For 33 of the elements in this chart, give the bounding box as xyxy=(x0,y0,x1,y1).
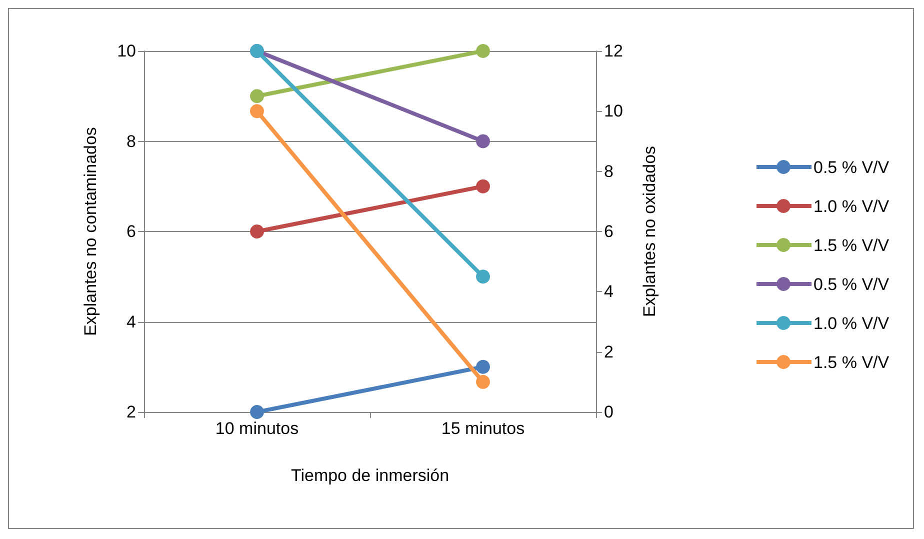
y2-tick-label: 12 xyxy=(604,42,623,60)
legend-label: 0.5 % V/V xyxy=(814,275,890,294)
point xyxy=(250,224,264,238)
y2-tick-label: 4 xyxy=(604,282,614,302)
point xyxy=(476,134,490,148)
y2-axis-title: Explantes no oxidados xyxy=(640,146,659,318)
point xyxy=(476,270,490,284)
point xyxy=(476,179,490,194)
y2-tick-label: 2 xyxy=(604,342,614,362)
y-tick-label: 2 xyxy=(126,402,136,422)
legend-label: 1.0 % V/V xyxy=(814,197,890,216)
point xyxy=(250,104,264,118)
y-axis-title: Explantes no contaminados xyxy=(81,127,100,336)
point xyxy=(476,374,490,389)
point xyxy=(250,89,264,104)
point xyxy=(250,405,264,419)
y-tick-label: 8 xyxy=(126,132,136,151)
y2-tick-label: 10 xyxy=(604,102,623,121)
y-tick-label: 10 xyxy=(117,42,136,60)
y2-tick-label: 6 xyxy=(604,222,614,241)
point xyxy=(476,44,490,58)
x-tick-label: 10 minutos xyxy=(215,419,299,438)
y2-tick-label: 8 xyxy=(604,162,614,181)
legend-label: 0.5 % V/V xyxy=(814,158,890,177)
legend-label: 1.5 % V/V xyxy=(814,236,890,255)
y-tick-label: 4 xyxy=(126,312,136,332)
legend-label: 1.5 % V/V xyxy=(814,353,890,372)
y2-tick-label: 0 xyxy=(604,402,614,422)
x-tick-label: 15 minutos xyxy=(441,419,525,438)
y-tick-label: 6 xyxy=(126,222,136,241)
x-axis-title: Tiempo de inmersión xyxy=(290,466,450,485)
point xyxy=(476,360,490,374)
legend-label: 1.0 % V/V xyxy=(814,314,890,333)
